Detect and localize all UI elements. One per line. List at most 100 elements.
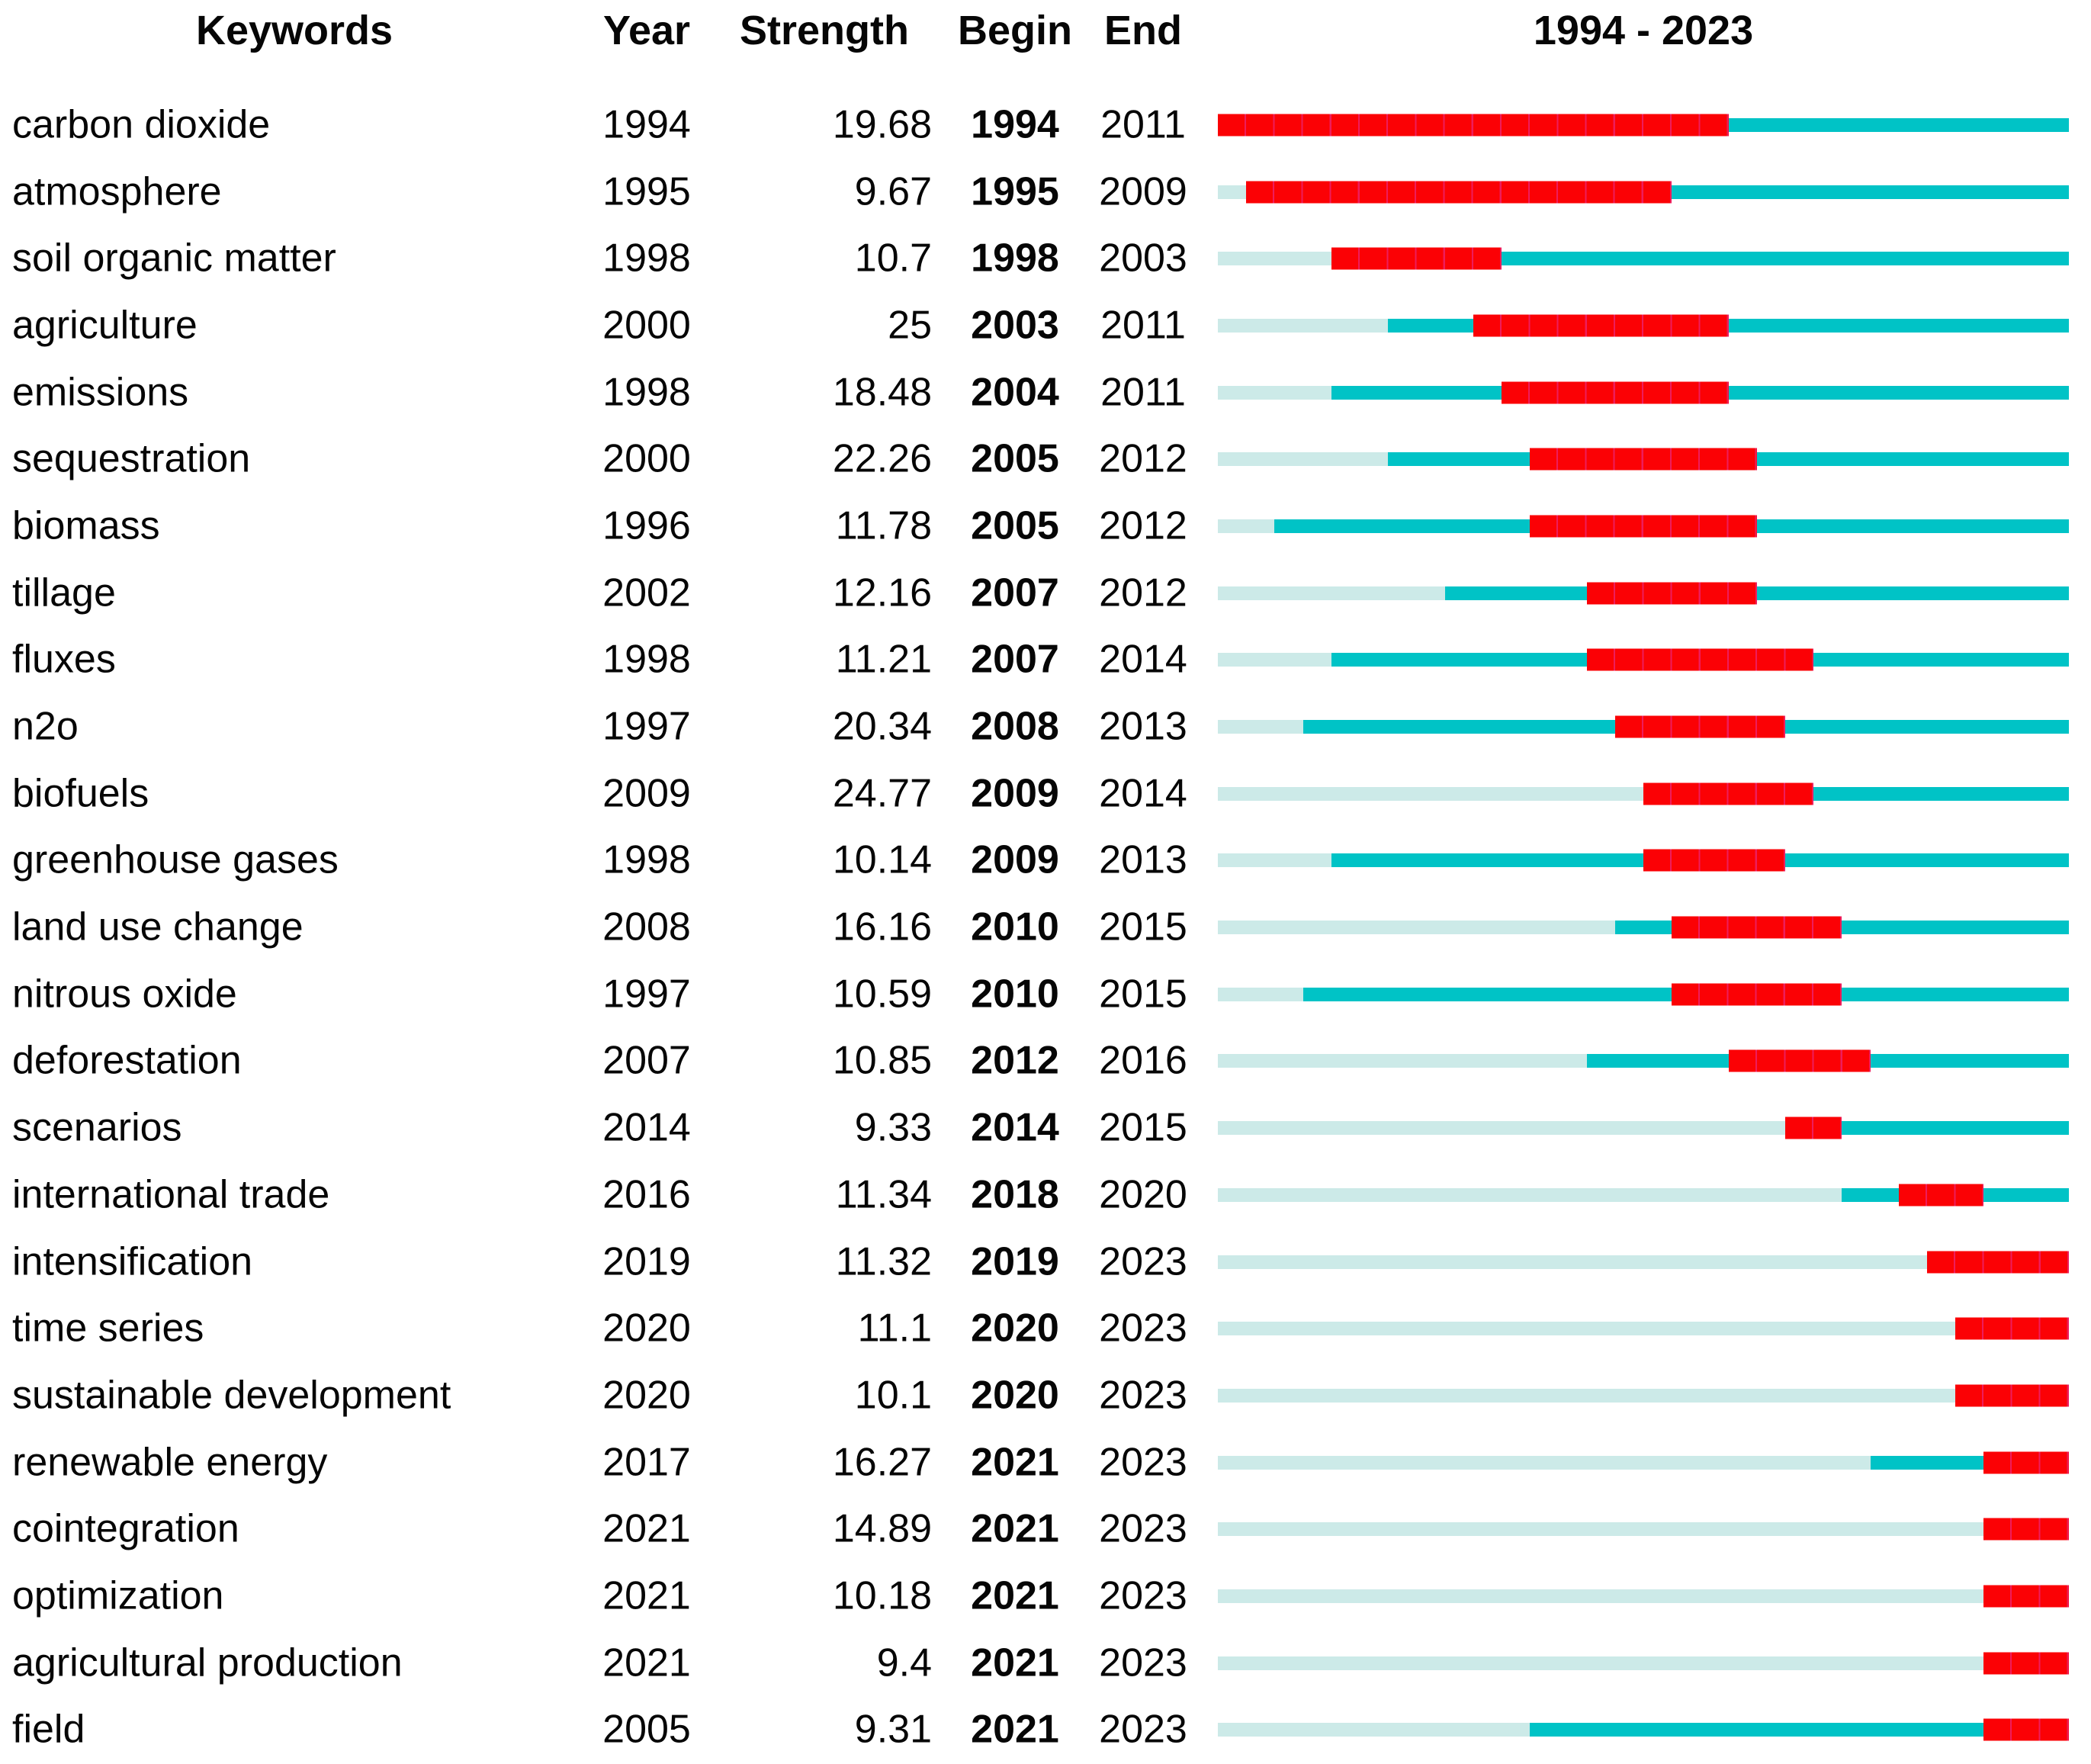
- strength-cell: 18.48: [832, 370, 932, 415]
- end-cell: 2015: [1099, 904, 1187, 949]
- keyword-cell: carbon dioxide: [12, 102, 271, 147]
- strength-cell: 16.27: [832, 1440, 932, 1485]
- burst-row: land use change 2008 16.16 2010 2015: [0, 894, 2091, 961]
- begin-cell: 1994: [971, 102, 1059, 147]
- keyword-cell: atmosphere: [12, 169, 222, 214]
- timeline-segment-active: [1870, 1455, 1984, 1470]
- burst-row: tillage 2002 12.16 2007 2012: [0, 560, 2091, 627]
- keyword-cell: field: [12, 1708, 85, 1753]
- begin-cell: 2021: [971, 1708, 1059, 1753]
- begin-cell: 2005: [971, 436, 1059, 481]
- begin-cell: 2021: [971, 1573, 1059, 1618]
- end-cell: 2023: [1099, 1506, 1187, 1551]
- timeline-segment-burst: [1530, 515, 1757, 538]
- keyword-cell: emissions: [12, 370, 189, 415]
- year-cell: 2014: [602, 1105, 691, 1150]
- end-cell: 2003: [1099, 236, 1187, 281]
- timeline-segment-burst: [1672, 983, 1842, 1006]
- burst-timeline: [1218, 1094, 2069, 1162]
- end-cell: 2023: [1099, 1239, 1187, 1284]
- burst-timeline: [1218, 760, 2069, 827]
- timeline-segment-burst: [1955, 1384, 2069, 1407]
- timeline-segment-active: [1728, 117, 2069, 132]
- burst-row: deforestation 2007 10.85 2012 2016: [0, 1028, 2091, 1095]
- year-cell: 1998: [602, 370, 691, 415]
- keyword-cell: sustainable development: [12, 1373, 451, 1418]
- timeline-segment-pre-appearance: [1218, 1455, 1871, 1470]
- burst-timeline: [1218, 693, 2069, 760]
- year-cell: 1998: [602, 236, 691, 281]
- timeline-segment-pre-appearance: [1218, 1388, 1956, 1403]
- timeline-segment-burst: [1586, 582, 1757, 605]
- timeline-segment-active: [1842, 1121, 2069, 1136]
- begin-cell: 1998: [971, 236, 1059, 281]
- begin-cell: 2020: [971, 1373, 1059, 1418]
- burst-timeline: [1218, 961, 2069, 1028]
- timeline-segment-pre-appearance: [1218, 720, 1303, 734]
- strength-cell: 9.4: [876, 1640, 932, 1685]
- timeline-segment-active: [1756, 519, 2069, 533]
- keyword-cell: intensification: [12, 1239, 253, 1284]
- burst-timeline: [1218, 1362, 2069, 1429]
- burst-row: renewable energy 2017 16.27 2021 2023: [0, 1429, 2091, 1496]
- burst-timeline: [1218, 359, 2069, 426]
- begin-cell: 2003: [971, 303, 1059, 348]
- timeline-segment-active: [1614, 921, 1672, 935]
- burst-row: agriculture 2000 25 2003 2011: [0, 292, 2091, 359]
- burst-timeline: [1218, 493, 2069, 560]
- timeline-range-header: 1994 - 2023: [1533, 8, 1754, 53]
- end-cell: 2012: [1099, 436, 1187, 481]
- burst-timeline: [1218, 292, 2069, 359]
- timeline-segment-burst: [1983, 1652, 2069, 1675]
- begin-cell: 2009: [971, 771, 1059, 816]
- keyword-cell: agricultural production: [12, 1640, 403, 1685]
- burst-timeline: [1218, 426, 2069, 493]
- year-cell: 1998: [602, 638, 691, 683]
- strength-cell: 9.67: [854, 169, 932, 214]
- strength-cell: 10.7: [854, 236, 932, 281]
- keyword-cell: land use change: [12, 904, 304, 949]
- timeline-segment-pre-appearance: [1218, 1656, 1984, 1670]
- end-cell: 2020: [1099, 1172, 1187, 1217]
- strength-cell: 11.21: [835, 638, 932, 683]
- year-cell: 2020: [602, 1373, 691, 1418]
- begin-cell: 2010: [971, 904, 1059, 949]
- keyword-cell: international trade: [12, 1172, 330, 1217]
- timeline-segment-pre-appearance: [1218, 452, 1389, 467]
- end-cell: 2013: [1099, 704, 1187, 749]
- keyword-cell: fluxes: [12, 638, 116, 683]
- timeline-segment-burst: [1530, 448, 1757, 471]
- begin-cell: 2005: [971, 503, 1059, 548]
- timeline-segment-active: [1728, 318, 2069, 333]
- keyword-cell: deforestation: [12, 1039, 242, 1084]
- burst-row: n2o 1997 20.34 2008 2013: [0, 693, 2091, 760]
- burst-row: emissions 1998 18.48 2004 2011: [0, 359, 2091, 426]
- burst-row: intensification 2019 11.32 2019 2023: [0, 1229, 2091, 1296]
- timeline-segment-burst: [1473, 314, 1729, 337]
- begin-cell: 2019: [971, 1239, 1059, 1284]
- end-cell: 2014: [1099, 771, 1187, 816]
- end-cell: 2015: [1099, 972, 1187, 1017]
- burst-row: optimization 2021 10.18 2021 2023: [0, 1563, 2091, 1630]
- timeline-segment-pre-appearance: [1218, 653, 1331, 667]
- burst-timeline: [1218, 1028, 2069, 1095]
- begin-cell: 2018: [971, 1172, 1059, 1217]
- timeline-segment-burst: [1502, 381, 1729, 404]
- timeline-segment-active: [1331, 385, 1502, 400]
- end-cell: 2012: [1099, 503, 1187, 548]
- timeline-segment-pre-appearance: [1218, 1322, 1956, 1336]
- timeline-segment-pre-appearance: [1218, 385, 1331, 400]
- keyword-cell: time series: [12, 1306, 204, 1351]
- keyword-cell: greenhouse gases: [12, 838, 339, 883]
- timeline-segment-burst: [1898, 1184, 1984, 1207]
- timeline-segment-burst: [1983, 1718, 2069, 1741]
- year-cell: 2021: [602, 1640, 691, 1685]
- strength-cell: 12.16: [832, 570, 932, 615]
- burst-timeline: [1218, 225, 2069, 292]
- keyword-cell: n2o: [12, 704, 79, 749]
- timeline-segment-active: [1672, 185, 2069, 199]
- timeline-segment-burst: [1728, 1049, 1871, 1072]
- timeline-segment-active: [1983, 1187, 2069, 1202]
- timeline-segment-burst: [1955, 1317, 2069, 1340]
- burst-row: agricultural production 2021 9.4 2021 20…: [0, 1630, 2091, 1697]
